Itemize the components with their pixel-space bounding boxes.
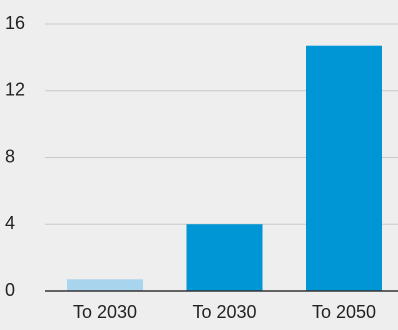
y-axis-tick-labels: 0 4 8 12 16 [5, 13, 25, 300]
bars [67, 45, 382, 291]
bar [67, 279, 143, 291]
x-category-label: To 2030 [73, 302, 137, 322]
x-category-label: To 2030 [192, 302, 256, 322]
y-tick-label: 0 [5, 280, 15, 300]
x-category-label: To 2050 [312, 302, 376, 322]
y-tick-label: 16 [5, 13, 25, 33]
x-axis-category-labels: To 2030 To 2030 To 2050 [73, 302, 376, 322]
y-tick-label: 12 [5, 80, 25, 100]
bar [306, 45, 382, 291]
y-tick-label: 8 [5, 146, 15, 166]
bar [186, 224, 263, 291]
y-tick-label: 4 [5, 213, 15, 233]
